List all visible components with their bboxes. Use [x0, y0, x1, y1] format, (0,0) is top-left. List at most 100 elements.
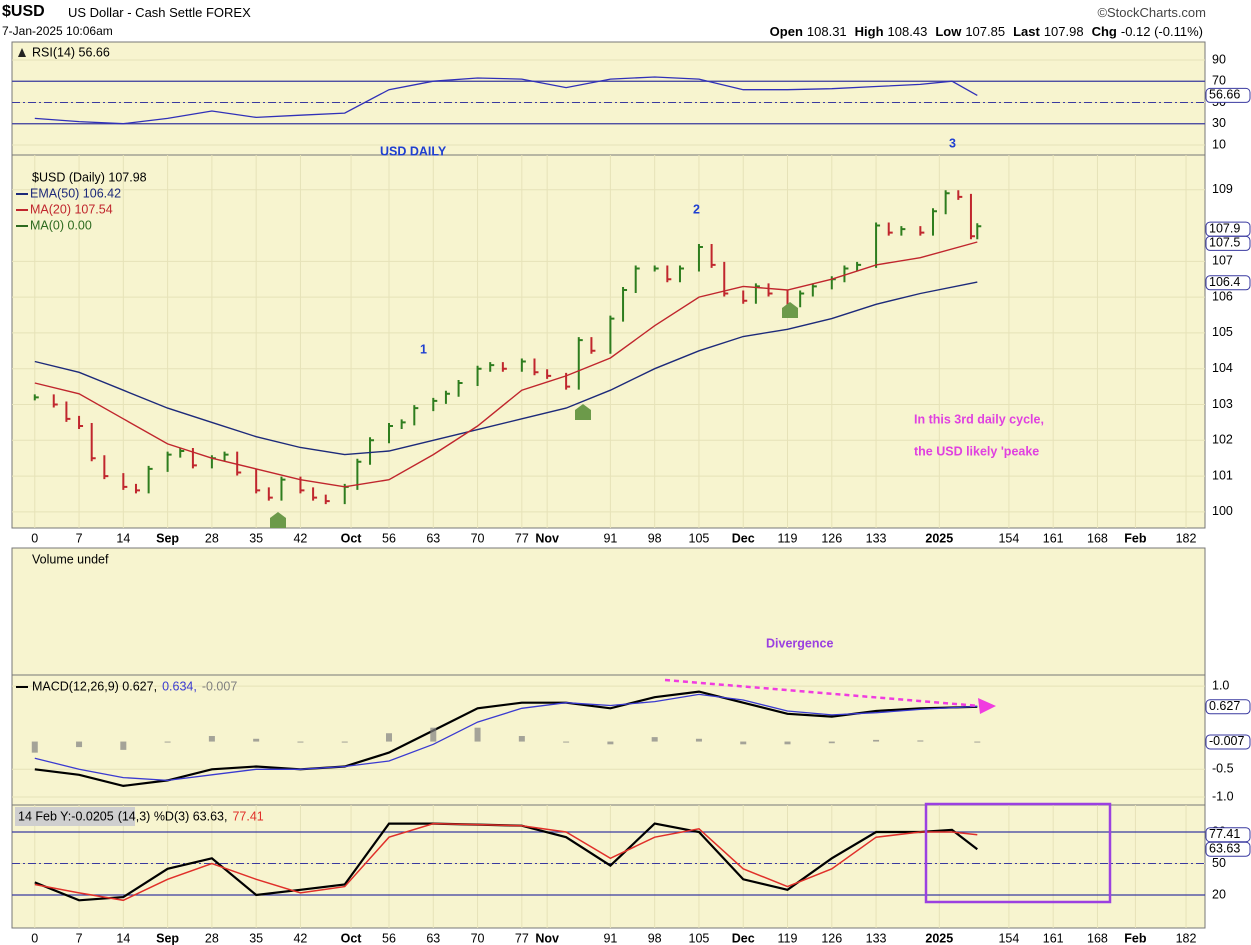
x-tick-label: Feb — [1124, 531, 1147, 545]
source: ©StockCharts.com — [1097, 5, 1206, 20]
price-bar — [65, 401, 71, 422]
instrument-name: US Dollar - Cash Settle FOREX — [68, 5, 251, 20]
y-tick-label: 10 — [1212, 137, 1226, 151]
price-bar — [969, 193, 975, 240]
price-bar — [944, 190, 950, 215]
quote-value: 107.98 — [1043, 24, 1084, 39]
divergence-arrow-head — [978, 698, 996, 714]
quote-value: -0.12 (-0.11%) — [1120, 24, 1203, 39]
x-tick-label: 14 — [116, 931, 130, 945]
x-tick-label: Sep — [156, 931, 179, 945]
price-bar — [52, 394, 58, 408]
quote-label: High — [854, 24, 884, 39]
quote-value: 107.85 — [965, 24, 1006, 39]
panel — [11, 674, 1206, 806]
x-tick-label: Nov — [535, 531, 559, 545]
cursor-label: 14 Feb Y:-0.0205 — [18, 809, 114, 823]
price-bar — [767, 283, 773, 297]
quote: Open 108.31 High 108.43 Low 107.85 Last 107.98 C… — [762, 24, 1203, 39]
highlight-box — [924, 802, 1112, 904]
price-bar — [166, 451, 172, 472]
price-bar — [90, 422, 96, 462]
histogram-bar — [695, 738, 702, 742]
x-tick-label: 105 — [689, 531, 710, 545]
x-tick-label: Oct — [341, 931, 363, 945]
value-marker — [1205, 699, 1251, 715]
price-bar — [875, 222, 881, 268]
y-tick-label: 106 — [1212, 289, 1233, 303]
annotation: Divergence — [766, 636, 833, 650]
x-tick-label: 28 — [205, 531, 219, 545]
price-bar — [312, 487, 318, 501]
price-bar — [590, 337, 596, 354]
x-tick-label: 77 — [515, 531, 529, 545]
quote-label: Open — [769, 24, 803, 39]
date: 7-Jan-2025 10:06am — [2, 24, 113, 38]
price-bar — [179, 448, 185, 458]
value-marker-label: 0.627 — [1209, 699, 1240, 713]
histogram-bar — [974, 741, 981, 743]
price-bar — [799, 290, 805, 308]
legend: MA(0) 0.00 — [30, 218, 92, 232]
price-bar — [609, 315, 615, 354]
price-bar — [122, 473, 128, 490]
legend: RSI(14) 56.66 — [32, 45, 110, 59]
x-tick-label: 133 — [866, 531, 887, 545]
price-bar — [78, 415, 84, 429]
x-tick-label: 91 — [603, 531, 617, 545]
quote-label: Low — [935, 24, 962, 39]
rsi-line — [34, 76, 978, 125]
y-tick-label: 20 — [1212, 887, 1226, 901]
value-marker-label: 63.63 — [1209, 841, 1240, 855]
histogram-bar — [784, 741, 791, 745]
macd-line — [34, 693, 978, 782]
cycle-low-arrow — [270, 512, 286, 528]
y-tick-label: 107 — [1212, 254, 1233, 268]
price-bar — [388, 422, 394, 444]
value-marker — [1205, 841, 1251, 857]
price-bar — [577, 337, 583, 390]
price-bar — [33, 394, 39, 401]
price-bar — [811, 283, 817, 297]
legend: Volume undef — [32, 552, 109, 566]
price-bar — [103, 455, 109, 480]
price-bar — [622, 286, 628, 322]
y-tick-label: 100 — [1212, 504, 1233, 518]
legend: MACD(12,26,9) 0.627, — [32, 679, 157, 693]
price-bar — [634, 265, 640, 293]
price-bar — [267, 487, 273, 501]
histogram-bar — [341, 741, 348, 743]
x-tick-label: 161 — [1043, 531, 1064, 545]
x-tick-label: 168 — [1087, 531, 1108, 545]
price-bar — [147, 465, 153, 494]
histogram-bar — [120, 741, 127, 750]
histogram-bar — [164, 741, 171, 743]
price-bar — [369, 437, 375, 465]
histogram-bar — [563, 741, 570, 743]
y-tick-label: 70 — [1212, 74, 1226, 88]
price-bar — [653, 265, 659, 272]
y-tick-label: -1.0 — [1212, 789, 1234, 803]
x-tick-label: 154 — [998, 931, 1019, 945]
moving-average — [34, 241, 978, 488]
histogram-bar — [31, 741, 38, 753]
legend: $USD (Daily) 107.98 — [32, 170, 147, 184]
price-bar — [236, 451, 242, 476]
price-bar — [501, 362, 507, 372]
legend: EMA(50) 106.42 — [30, 186, 121, 200]
panel — [11, 804, 1206, 929]
histogram-bar — [518, 736, 525, 742]
price-bar — [900, 226, 906, 236]
price-bar — [134, 483, 140, 494]
legend: MA(20) 107.54 — [30, 202, 113, 216]
price-bar — [255, 469, 261, 494]
legend-icon — [18, 48, 26, 57]
price-bar — [843, 265, 849, 283]
histogram-bar — [917, 740, 924, 742]
value-marker-label: -0.007 — [1209, 734, 1244, 748]
x-tick-label: 35 — [249, 531, 263, 545]
x-tick-label: 2025 — [925, 931, 953, 945]
x-tick-label: 42 — [293, 531, 307, 545]
x-tick-label: 119 — [778, 931, 798, 945]
x-tick-label: 56 — [382, 531, 396, 545]
